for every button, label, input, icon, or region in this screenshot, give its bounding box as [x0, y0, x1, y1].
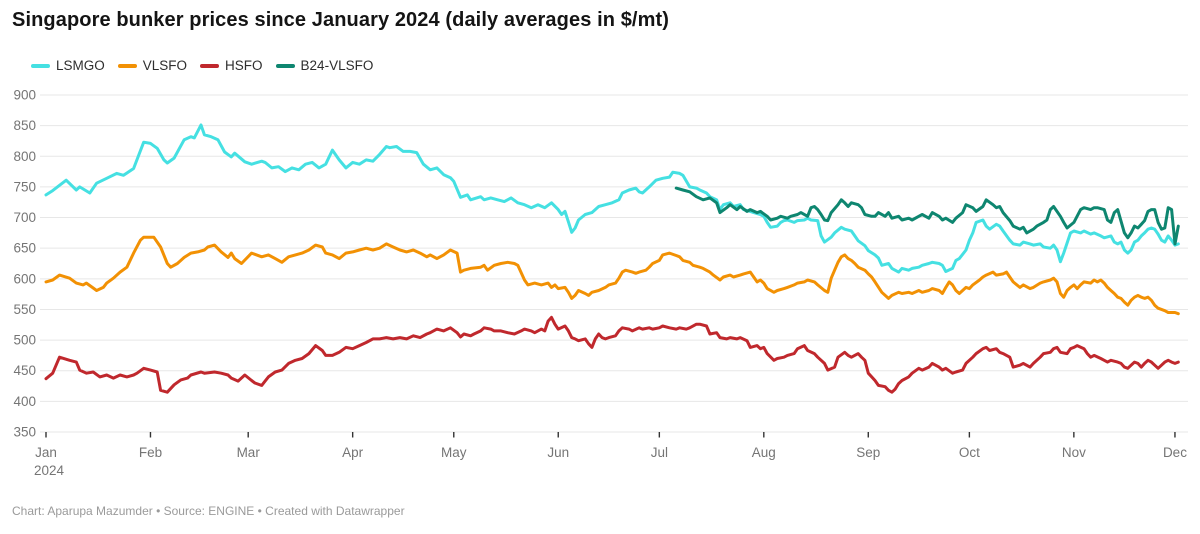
y-tick-label: 650 [13, 241, 36, 256]
legend-label: VLSFO [142, 58, 188, 73]
x-tick-label: Nov [1062, 445, 1086, 460]
y-tick-label: 400 [13, 394, 36, 409]
y-tick-label: 350 [13, 425, 36, 440]
y-tick-label: 450 [13, 363, 36, 378]
series-line-b24-vlsfo [674, 186, 1180, 246]
y-tick-label: 850 [13, 118, 36, 133]
x-tick-label: May [441, 445, 467, 460]
x-tick-label: Jun [547, 445, 569, 460]
series-line-lsmgo [44, 123, 1180, 274]
x-tick-label: Feb [139, 445, 162, 460]
series-line-vlsfo [44, 235, 1180, 316]
y-tick-label: 500 [13, 333, 36, 348]
legend-swatch-icon [117, 63, 137, 68]
y-axis-labels: 900 850 800 750 700 650 600 550 500 450 400 350 [13, 88, 36, 440]
x-axis: Jan 2024 Feb Mar Apr May Jun Jul Aug Sep Oct Nov Dec [34, 432, 1187, 478]
x-tick-label: Oct [959, 445, 980, 460]
y-tick-label: 900 [13, 88, 36, 103]
chart-title: Singapore bunker prices since January 20… [12, 9, 669, 31]
legend-label: B24-VLSFO [300, 58, 374, 73]
legend-swatch-icon [31, 63, 50, 68]
legend-swatch-icon [200, 63, 220, 68]
legend-label: HSFO [225, 58, 263, 73]
legend-item-b24-vlsfo[interactable]: B24-VLSFO [275, 58, 374, 73]
x-tick-label: Aug [752, 445, 776, 460]
legend-swatch-icon [275, 63, 295, 68]
y-tick-label: 600 [13, 271, 36, 286]
x-tick-label: Jan [35, 445, 57, 460]
series-line-hsfo [44, 315, 1180, 394]
x-tick-label: Mar [237, 445, 261, 460]
series-lines [44, 123, 1180, 394]
x-tick-year-label: 2024 [34, 463, 65, 478]
chart-legend: LSMGO VLSFO HSFO B24-VLSFO [31, 58, 373, 73]
y-tick-label: 550 [13, 302, 36, 317]
legend-item-vlsfo[interactable]: VLSFO [117, 58, 188, 73]
x-tick-label: Dec [1163, 445, 1187, 460]
y-tick-label: 750 [13, 179, 36, 194]
chart-footer-byline: Chart: Aparupa Mazumder • Source: ENGINE… [12, 504, 405, 518]
legend-label: LSMGO [56, 58, 105, 73]
y-tick-label: 700 [13, 210, 36, 225]
x-tick-label: Apr [342, 445, 364, 460]
x-tick-label: Sep [856, 445, 880, 460]
x-tick-label: Jul [651, 445, 668, 460]
gridlines [40, 94, 1188, 433]
price-line-chart: 900 850 800 750 700 650 600 550 500 450 400 350 Jan 2… [13, 88, 1188, 478]
y-tick-label: 800 [13, 149, 36, 164]
legend-item-lsmgo[interactable]: LSMGO [31, 58, 105, 73]
legend-item-hsfo[interactable]: HSFO [200, 58, 263, 73]
